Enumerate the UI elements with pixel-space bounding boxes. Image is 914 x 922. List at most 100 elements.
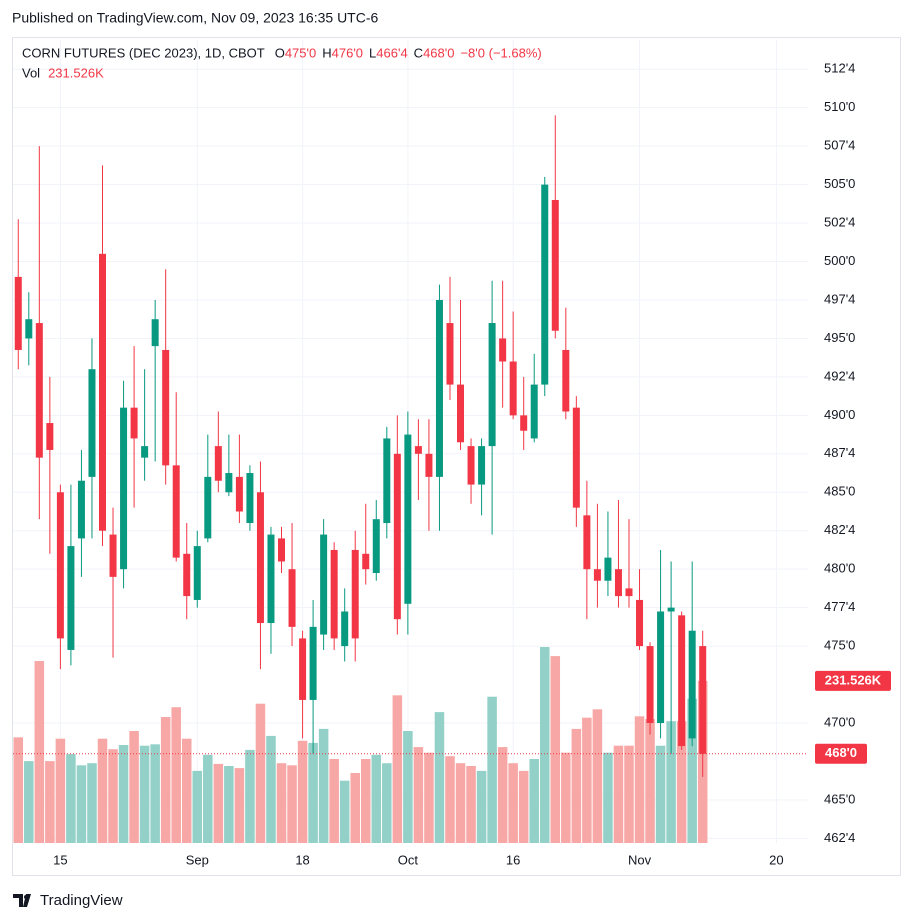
candle-body — [235, 476, 243, 512]
volume-bar — [571, 728, 582, 843]
candle-body — [320, 534, 328, 635]
volume-bar — [245, 749, 255, 843]
candle-body — [35, 323, 43, 458]
legend-title: CORN FUTURES (DEC 2023), 1D, CBOT — [22, 45, 265, 60]
candle-body — [299, 638, 307, 700]
volume-bar — [87, 763, 97, 843]
volume-bar — [613, 745, 624, 843]
candle-body — [614, 569, 622, 597]
candle-body — [351, 549, 359, 639]
volume-bar — [66, 754, 76, 843]
volume-bar — [382, 763, 392, 843]
published-note: Published on TradingView.com, Nov 09, 20… — [12, 10, 379, 26]
candle-body — [657, 611, 665, 724]
legend-value: 468'0 — [423, 45, 454, 60]
y-tick-label: 475'0 — [824, 638, 855, 653]
y-tick-label: 482'4 — [824, 522, 855, 537]
volume-layer — [13, 647, 708, 843]
volume-bar — [287, 765, 297, 843]
legend-key: H — [322, 45, 331, 60]
y-tick-label: 495'0 — [824, 330, 855, 345]
candle-body — [372, 519, 380, 574]
volume-bar — [687, 698, 697, 843]
y-tick-label: 512'4 — [824, 61, 855, 76]
volume-bar — [424, 752, 434, 843]
candle-body — [130, 407, 138, 439]
candle-body — [330, 549, 338, 639]
candle-body — [109, 534, 117, 577]
volume-legend-value: 231.526K — [48, 65, 104, 80]
candle-body — [267, 534, 275, 624]
volume-bar — [676, 721, 687, 843]
volume-bar — [476, 770, 487, 843]
volume-bar — [118, 745, 129, 843]
candle-body — [120, 407, 128, 570]
candle-body — [499, 338, 507, 362]
volume-bar — [266, 735, 276, 843]
x-tick-label: 18 — [295, 852, 309, 867]
x-tick-label: 20 — [769, 852, 783, 867]
volume-legend-key: Vol — [22, 65, 40, 80]
brand-name: TradingView — [40, 892, 123, 909]
y-tick-label: 487'4 — [824, 445, 855, 460]
volume-bar — [645, 719, 655, 843]
volume-bar — [360, 759, 371, 843]
candle-body — [193, 546, 201, 600]
candle-body — [162, 349, 170, 466]
candle-body — [457, 384, 465, 443]
volume-bar — [455, 763, 466, 843]
legend-key: O — [275, 45, 285, 60]
volume-bar — [350, 773, 360, 843]
chart-frame — [12, 37, 901, 876]
y-tick-label: 477'4 — [824, 599, 855, 614]
candle-body — [551, 199, 559, 331]
y-tick-label: 462'4 — [824, 830, 855, 845]
y-tick-label: 465'0 — [824, 791, 855, 806]
volume-bar — [434, 712, 445, 843]
candle-body — [625, 588, 633, 597]
candle-body — [341, 611, 349, 647]
candle-body — [530, 384, 538, 439]
volume-bar — [13, 737, 24, 843]
y-tick-label: 490'0 — [824, 407, 855, 422]
volume-bar — [518, 770, 529, 843]
volume-bar — [624, 745, 634, 843]
candle-body — [141, 446, 149, 458]
candle-body — [572, 407, 580, 508]
volume-bar — [308, 742, 318, 843]
candle-body — [520, 415, 528, 431]
grid — [13, 40, 808, 843]
volume-bar — [139, 745, 150, 843]
candle-body — [446, 323, 454, 385]
candle-body — [151, 319, 159, 347]
volume-bar — [392, 695, 403, 843]
candle-body — [593, 569, 601, 581]
volume-bar — [213, 763, 224, 843]
candle-body — [699, 646, 707, 754]
y-tick-label: 485'0 — [824, 484, 855, 499]
volume-bar — [466, 766, 476, 843]
candle-body — [393, 453, 401, 620]
volume-bar — [339, 780, 350, 843]
candle-body — [204, 476, 212, 539]
candle-body — [425, 453, 433, 477]
volume-bar — [276, 763, 287, 843]
candle-body — [467, 446, 475, 485]
candle-body — [56, 492, 64, 639]
volume-bar — [160, 717, 171, 843]
legend-value: 475'0 — [285, 45, 316, 60]
candle-body — [478, 446, 486, 485]
candle-body — [488, 323, 496, 447]
y-tick-label: 502'4 — [824, 214, 855, 229]
candle-body — [99, 253, 107, 531]
volume-bar — [561, 752, 571, 843]
x-tick-label: 15 — [53, 852, 67, 867]
candle-body — [246, 473, 254, 524]
volume-bar — [508, 763, 518, 843]
candle-body — [46, 423, 54, 450]
candle-body — [225, 473, 233, 493]
last-volume-box — [815, 670, 891, 691]
volume-bar — [329, 759, 339, 843]
volume-bar — [403, 731, 413, 843]
